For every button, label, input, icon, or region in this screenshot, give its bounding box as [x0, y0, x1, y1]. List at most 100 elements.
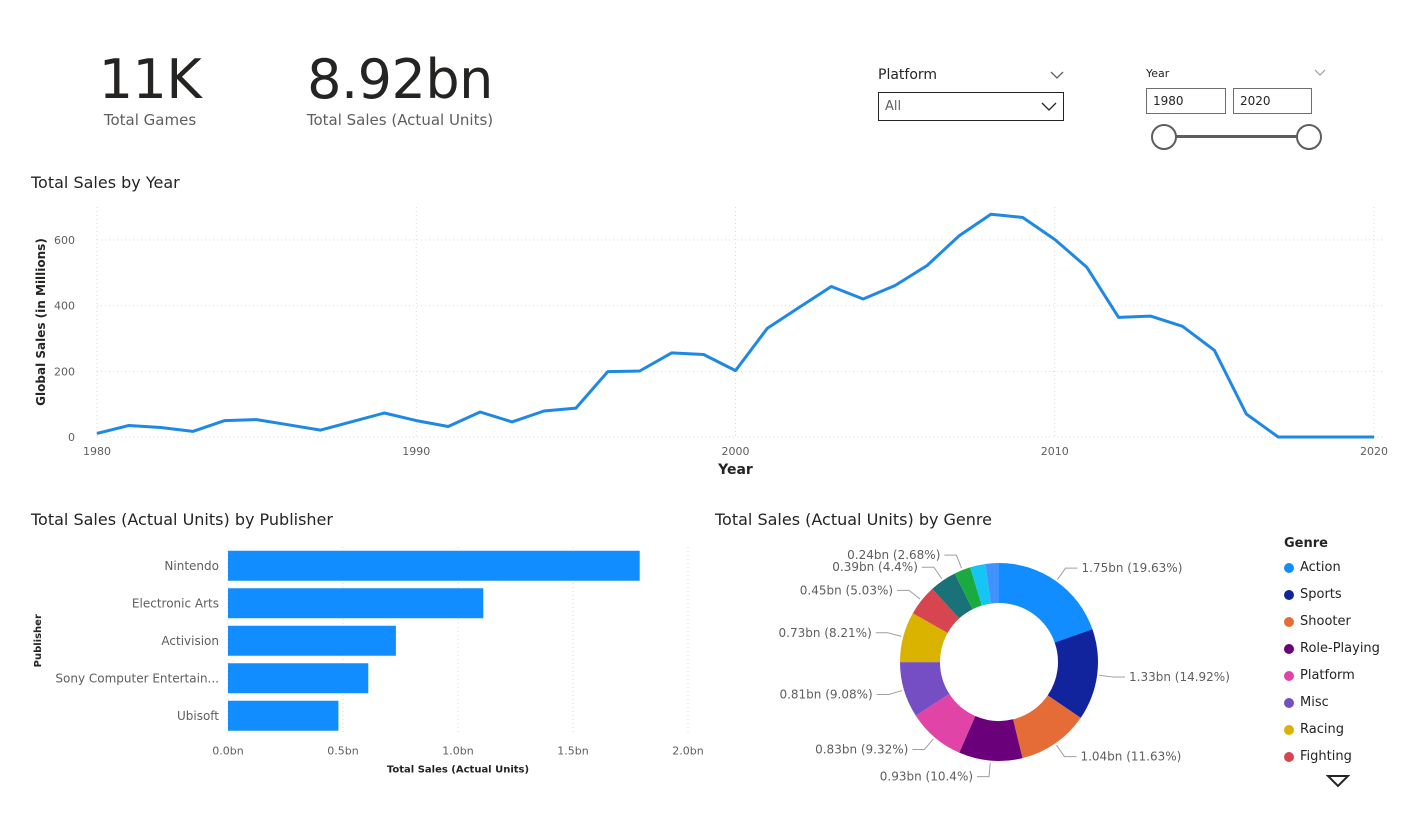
bar-4[interactable] [228, 700, 339, 731]
sales-line-point[interactable] [96, 432, 98, 434]
donut-slice-9[interactable] [954, 567, 982, 610]
legend-color-dot [1284, 670, 1294, 681]
legend-label: Fighting [1300, 749, 1352, 764]
sales-line-point[interactable] [862, 298, 864, 300]
sales-line-point[interactable] [990, 213, 992, 215]
legend-item-platform[interactable]: Platform [1284, 662, 1404, 689]
line-chart[interactable]: 0 200 400 600 1980 1990 2000 2010 2020 Year Global… [0, 195, 1411, 485]
sales-line-point[interactable] [1341, 436, 1343, 438]
year-slider-end-handle[interactable] [1296, 124, 1322, 150]
sales-line-point[interactable] [351, 421, 353, 423]
donut-chart[interactable]: 1.75bn (19.63%) 1.33bn (14.92%) 1.04bn (11… [715, 535, 1265, 800]
donut-slice-3[interactable] [959, 716, 1023, 761]
sales-line-point[interactable] [224, 420, 226, 422]
donut-leader-line [1057, 567, 1078, 580]
sales-line-point[interactable] [383, 412, 385, 414]
sales-line-point[interactable] [1086, 266, 1088, 268]
legend-item-role-playing[interactable]: Role-Playing [1284, 635, 1404, 662]
y-tick-label: 600 [54, 234, 75, 247]
sales-line-point[interactable] [958, 235, 960, 237]
donut-slice-5[interactable] [900, 662, 950, 716]
sales-line-point[interactable] [1118, 316, 1120, 318]
donut-slice-10[interactable] [970, 563, 991, 606]
donut-leader-line [1099, 674, 1126, 678]
x-tick-label: 2010 [1041, 445, 1069, 458]
sales-line-point[interactable] [160, 426, 162, 428]
sales-line-point[interactable] [830, 286, 832, 288]
donut-leader-line [876, 690, 903, 696]
sales-line-point[interactable] [798, 306, 800, 308]
y-axis-label: Publisher [33, 614, 44, 667]
platform-dropdown[interactable]: All [878, 92, 1064, 121]
chevron-down-icon[interactable] [1050, 70, 1064, 80]
donut-data-label: 1.04bn (11.63%) [1080, 750, 1181, 764]
year-range-slider[interactable] [1146, 122, 1324, 152]
bar-1[interactable] [228, 588, 484, 619]
legend-color-dot [1284, 697, 1294, 708]
sales-line-point[interactable] [639, 370, 641, 372]
sales-line-point[interactable] [894, 285, 896, 287]
sales-line-point[interactable] [447, 425, 449, 427]
platform-dropdown-value: All [885, 99, 902, 114]
sales-line-point[interactable] [607, 371, 609, 373]
donut-slice-4[interactable] [915, 693, 976, 753]
year-slider-start-handle[interactable] [1151, 124, 1177, 150]
x-tick-label: 1990 [402, 445, 430, 458]
sales-line-point[interactable] [735, 370, 736, 372]
donut-slice-11[interactable] [985, 563, 999, 604]
year-start-input[interactable]: 1980 [1146, 88, 1226, 114]
year-end-input[interactable]: 2020 [1233, 88, 1312, 114]
sales-line-point[interactable] [1277, 436, 1279, 438]
bar-3[interactable] [228, 663, 369, 694]
sales-line-point[interactable] [1373, 436, 1375, 438]
bar-0[interactable] [228, 550, 640, 581]
sales-line-point[interactable] [256, 419, 258, 421]
sales-line-point[interactable] [1213, 349, 1215, 351]
sales-line-point[interactable] [319, 429, 321, 431]
sales-line-point[interactable] [1150, 315, 1152, 317]
sales-line-point[interactable] [1022, 217, 1024, 219]
donut-slice-1[interactable] [1047, 629, 1098, 718]
legend-item-misc[interactable]: Misc [1284, 689, 1404, 716]
sales-line-point[interactable] [926, 264, 928, 266]
legend-item-sports[interactable]: Sports [1284, 581, 1404, 608]
kpi-total-sales: 8.92bn Total Sales (Actual Units) [290, 48, 510, 129]
donut-slice-0[interactable] [999, 563, 1093, 643]
donut-slice-8[interactable] [932, 573, 973, 619]
legend-item-shooter[interactable]: Shooter [1284, 608, 1404, 635]
legend-item-racing[interactable]: Racing [1284, 716, 1404, 743]
donut-chart-title: Total Sales (Actual Units) by Genre [715, 510, 992, 529]
sales-line-point[interactable] [543, 410, 545, 412]
chevron-down-icon[interactable] [1314, 69, 1326, 77]
sales-line-point[interactable] [766, 327, 768, 329]
y-tick-label: 200 [54, 365, 75, 378]
sales-line-point[interactable] [1309, 436, 1311, 438]
y-tick-label: 0 [68, 431, 75, 444]
legend-item-fighting[interactable]: Fighting [1284, 743, 1404, 770]
donut-slice-2[interactable] [1013, 695, 1081, 759]
donut-data-label: 0.93bn (10.4%) [880, 770, 973, 784]
sales-line-point[interactable] [1181, 325, 1183, 327]
sales-line-point[interactable] [1245, 413, 1247, 415]
donut-slice-6[interactable] [900, 613, 948, 663]
sales-line-point[interactable] [703, 354, 705, 356]
legend-scroll-down-icon[interactable] [1325, 774, 1351, 788]
sales-line-point[interactable] [671, 352, 673, 354]
bar-2[interactable] [228, 625, 396, 656]
legend-item-action[interactable]: Action [1284, 554, 1404, 581]
x-tick-label: 0.0bn [212, 745, 243, 758]
sales-line-point[interactable] [128, 425, 130, 426]
sales-line-point[interactable] [479, 411, 481, 413]
sales-line-point[interactable] [415, 420, 417, 422]
sales-line-point[interactable] [575, 407, 577, 409]
bar-chart[interactable]: 0.0bn 0.5bn 1.0bn 1.5bn 2.0bn Nintendo Electro… [0, 535, 710, 800]
sales-line-point[interactable] [288, 424, 290, 426]
sales-line-point[interactable] [1054, 239, 1056, 241]
sales-line-point[interactable] [192, 430, 194, 432]
donut-leader-line [944, 554, 963, 569]
sales-line-point[interactable] [511, 421, 513, 423]
legend-label: Action [1300, 560, 1341, 575]
donut-data-label: 1.75bn (19.63%) [1082, 561, 1183, 575]
donut-leader-line [897, 589, 921, 600]
donut-slice-7[interactable] [912, 588, 960, 633]
